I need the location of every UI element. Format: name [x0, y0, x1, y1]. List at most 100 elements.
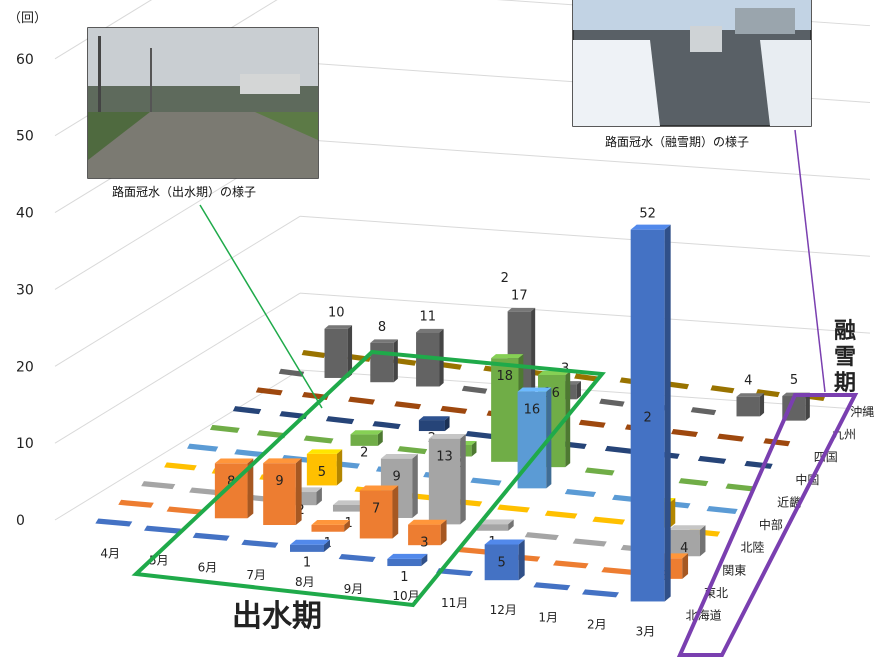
floor-tile [141, 481, 176, 490]
floor-tile [710, 385, 735, 394]
bar-value-label: 10 [328, 306, 345, 321]
floor-tile [394, 401, 422, 410]
floor-tile [192, 532, 230, 541]
floor-tile [256, 430, 287, 439]
floor-tile [763, 438, 791, 447]
bar: 13 [428, 434, 466, 525]
floor-tile [436, 568, 473, 577]
bar-front [416, 332, 440, 387]
bar-side [531, 307, 536, 396]
bar-value-label: 1 [303, 556, 311, 571]
bar-top [408, 519, 447, 525]
gridline-back [299, 138, 871, 180]
bar-side [336, 449, 343, 486]
bar-top [380, 454, 418, 459]
bar-side [669, 497, 676, 528]
bar-top [350, 430, 383, 435]
bar: 1 [387, 553, 428, 585]
bars-layer: 1081117345222218161654219131489173311552… [214, 207, 810, 602]
region-label: 北海道 [686, 607, 722, 622]
bar-side [247, 458, 254, 519]
bar-front [324, 328, 348, 378]
floor-tile [572, 538, 607, 547]
floor-tile [497, 504, 530, 513]
bar: 2 [350, 430, 383, 460]
floor-tile [664, 381, 690, 390]
extra-label: 2 [644, 410, 652, 425]
month-label: 10月 [392, 589, 419, 603]
floor-tile [601, 567, 637, 576]
bar-front [668, 529, 700, 557]
flood-season-label: 出水期 [232, 599, 322, 634]
floor-tile [278, 368, 305, 377]
floor-tile [440, 405, 468, 414]
bar-top [387, 553, 428, 559]
bar-top [324, 325, 353, 329]
floor-tile [533, 582, 571, 591]
bar-side [805, 392, 810, 421]
floor-tile [755, 389, 780, 398]
floor-tile [456, 546, 492, 555]
month-label: 9月 [344, 582, 364, 596]
bar-value-label: 11 [420, 309, 437, 324]
bar-value-label: 4 [680, 541, 688, 556]
bar-side [444, 416, 450, 432]
y-tick-label: 20 [16, 359, 34, 375]
bar-top [491, 354, 524, 359]
gridline-left [54, 215, 301, 367]
bar-top [507, 307, 536, 312]
floor-tile [232, 406, 262, 415]
bar-value-label: 3 [420, 536, 428, 551]
bar-side [576, 381, 581, 400]
bar-top [668, 525, 706, 530]
bar-side [759, 393, 765, 417]
bar-side [347, 325, 353, 378]
bar-value-label: 7 [372, 501, 380, 516]
bar-front [387, 558, 422, 567]
floor-tile [255, 387, 283, 396]
snowmelt-label-2: 雪 [834, 345, 856, 370]
bar-value-label: 8 [378, 320, 386, 335]
y-tick-label: 10 [16, 436, 34, 452]
bar-side [440, 519, 447, 546]
bar-value-label: 1 [400, 570, 408, 585]
bar-front [311, 524, 345, 532]
bar-side [421, 553, 428, 567]
bar-front [306, 453, 337, 486]
bar: 4 [736, 374, 765, 417]
floor-tile [118, 499, 154, 508]
bar-front [630, 229, 665, 602]
floor-tile [553, 560, 589, 569]
flood-photo-leader [199, 204, 323, 409]
bar-top [736, 393, 765, 397]
y-tick-label: 40 [16, 206, 34, 222]
bar-front [736, 396, 760, 417]
flood-season-frame [131, 349, 606, 608]
floor-tile [187, 443, 219, 452]
region-label: 中部 [759, 517, 783, 532]
gridline-back [299, 292, 871, 334]
y-tick-label: 0 [16, 513, 25, 529]
floor-tile [241, 539, 279, 548]
floor-tile [95, 518, 133, 527]
floor-tile [706, 506, 738, 515]
bar: 4 [668, 525, 706, 557]
bar-value-label: 9 [392, 470, 400, 485]
month-label: 1月 [538, 610, 558, 624]
bar-front [350, 434, 378, 446]
floor-tile [544, 510, 578, 519]
bar-side [471, 440, 477, 457]
floor-tile [604, 445, 634, 454]
floor-tile [437, 361, 462, 370]
bar-value-label: 18 [497, 369, 514, 384]
bar-side [518, 539, 525, 581]
snowmelt-frame [676, 393, 859, 657]
bar: 9 [263, 458, 302, 526]
floor-tile [470, 477, 502, 486]
bar: 11 [416, 309, 444, 387]
bar-top [476, 519, 514, 525]
bar-value-label: 2 [360, 445, 368, 460]
month-label: 8月 [295, 575, 315, 589]
extra-label: 2 [501, 271, 509, 286]
